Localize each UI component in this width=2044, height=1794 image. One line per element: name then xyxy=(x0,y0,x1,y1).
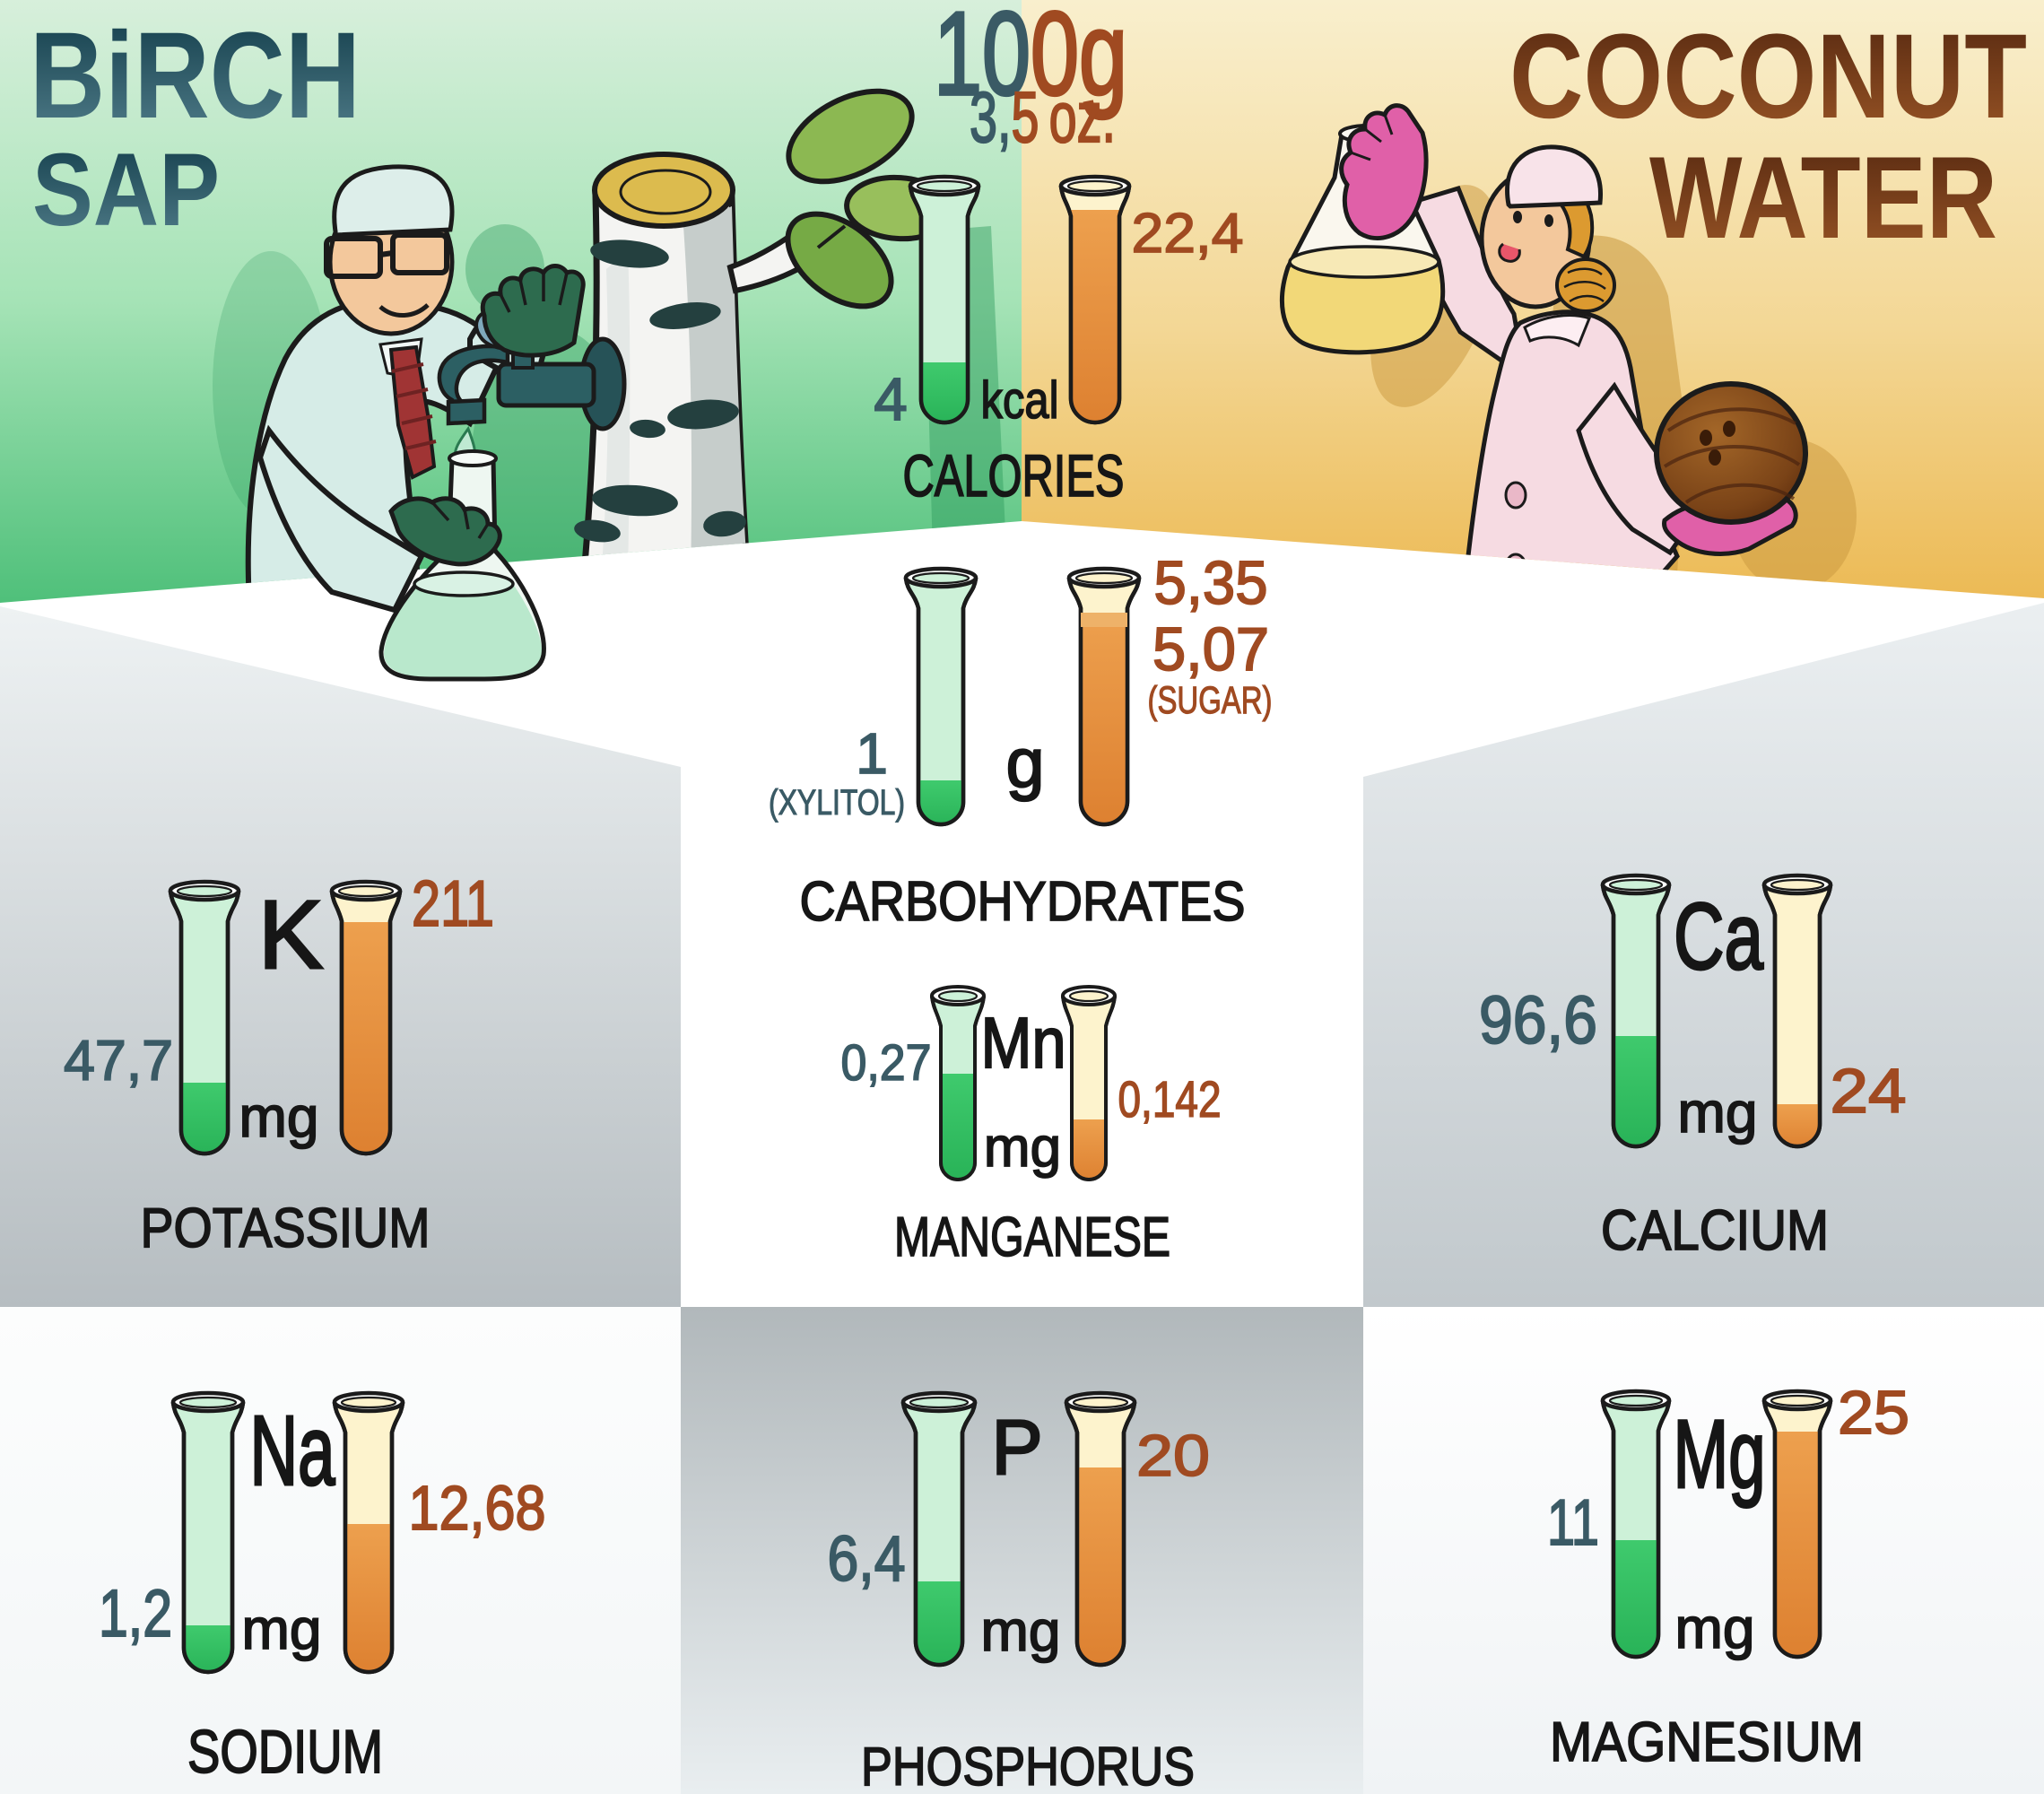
svg-text:47,7: 47,7 xyxy=(64,1030,173,1093)
svg-text:mg: mg xyxy=(981,1598,1061,1663)
svg-text:Na: Na xyxy=(250,1396,336,1506)
svg-text:CALCIUM: CALCIUM xyxy=(1601,1199,1829,1262)
svg-text:WATER: WATER xyxy=(1649,132,1997,263)
svg-text:Mn: Mn xyxy=(981,1003,1066,1083)
svg-text:PHOSPHORUS: PHOSPHORUS xyxy=(861,1737,1195,1794)
svg-text:g: g xyxy=(1006,725,1045,802)
svg-text:5,35: 5,35 xyxy=(1154,549,1268,617)
svg-text:11: 11 xyxy=(1547,1487,1599,1559)
svg-text:mg: mg xyxy=(239,1084,319,1149)
svg-text:CARBOHYDRATES: CARBOHYDRATES xyxy=(800,871,1246,933)
svg-text:SODIUM: SODIUM xyxy=(187,1718,383,1786)
svg-text:CALORIES: CALORIES xyxy=(903,442,1125,509)
svg-text:211: 211 xyxy=(412,868,494,940)
svg-text:mg: mg xyxy=(1675,1596,1755,1660)
svg-text:1,2: 1,2 xyxy=(99,1576,172,1650)
svg-text:K: K xyxy=(258,880,323,988)
svg-text:P: P xyxy=(991,1405,1042,1491)
svg-text:0,142: 0,142 xyxy=(1118,1071,1222,1128)
svg-text:5,07: 5,07 xyxy=(1152,615,1269,684)
svg-text:0,27: 0,27 xyxy=(841,1034,932,1092)
svg-text:25: 25 xyxy=(1838,1379,1909,1447)
svg-text:24: 24 xyxy=(1831,1056,1907,1126)
svg-text:96,6: 96,6 xyxy=(1479,982,1597,1058)
svg-text:12,68: 12,68 xyxy=(409,1473,546,1543)
svg-text:COCONUT: COCONUT xyxy=(1509,10,2027,144)
svg-text:100g: 100g xyxy=(934,0,1127,119)
svg-text:3,5 oz.: 3,5 oz. xyxy=(970,77,1116,157)
svg-text:BiRCH: BiRCH xyxy=(30,7,361,144)
svg-text:(XYLITOL): (XYLITOL) xyxy=(769,783,905,823)
svg-text:POTASSIUM: POTASSIUM xyxy=(141,1197,431,1259)
svg-text:mg: mg xyxy=(1678,1080,1758,1145)
svg-text:mg: mg xyxy=(984,1117,1061,1179)
svg-text:22,4: 22,4 xyxy=(1132,203,1244,265)
svg-text:Mg: Mg xyxy=(1674,1399,1766,1508)
svg-text:kcal: kcal xyxy=(981,371,1059,430)
svg-text:MAGNESIUM: MAGNESIUM xyxy=(1550,1711,1864,1773)
svg-text:(SUGAR): (SUGAR) xyxy=(1148,679,1273,722)
svg-text:1: 1 xyxy=(856,721,888,786)
svg-text:4: 4 xyxy=(874,366,907,433)
svg-text:MANGANESE: MANGANESE xyxy=(894,1206,1170,1268)
svg-text:20: 20 xyxy=(1136,1423,1210,1488)
svg-text:6,4: 6,4 xyxy=(828,1524,906,1595)
svg-text:mg: mg xyxy=(242,1597,322,1661)
svg-text:Ca: Ca xyxy=(1674,884,1763,989)
svg-text:SAP: SAP xyxy=(32,133,220,248)
